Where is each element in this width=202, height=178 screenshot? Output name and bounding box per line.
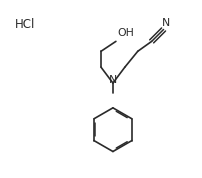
Text: HCl: HCl	[15, 18, 35, 31]
Text: OH: OH	[116, 28, 133, 38]
Text: N: N	[108, 75, 117, 85]
Text: N: N	[161, 17, 169, 28]
